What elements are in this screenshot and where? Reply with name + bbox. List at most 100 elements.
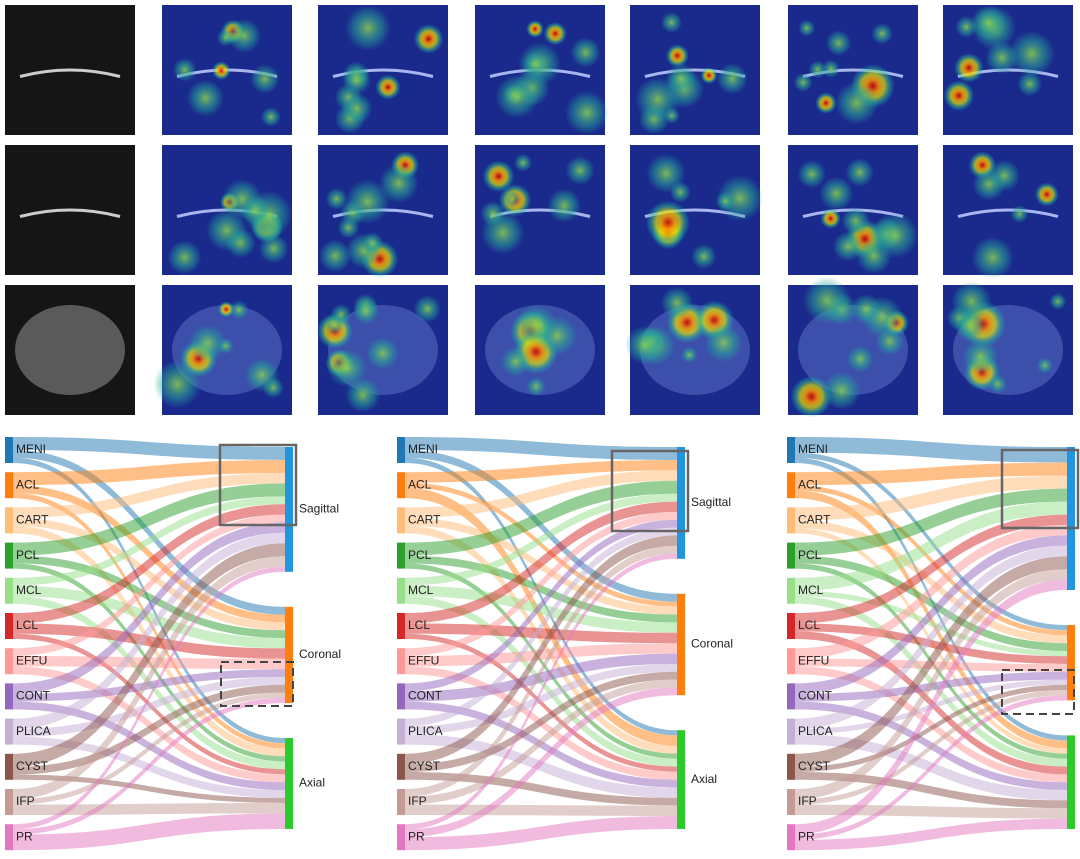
flow-link: [405, 457, 677, 736]
source-node: [787, 824, 795, 851]
source-label: CYST: [16, 759, 49, 773]
heat-blob: [715, 191, 735, 211]
source-node: [787, 789, 795, 815]
highlight-box: [220, 661, 294, 707]
flow-link: [405, 553, 677, 830]
heat-blob: [227, 18, 262, 53]
heat-blob: [943, 80, 975, 111]
flow-link: [795, 457, 1067, 741]
source-node: [787, 542, 795, 569]
image-panel: [162, 145, 293, 275]
source-label: IFP: [408, 794, 427, 808]
flow-link: [13, 473, 285, 518]
heat-blob: [318, 239, 352, 273]
source-label: ACL: [408, 477, 432, 491]
heat-blob: [716, 63, 748, 95]
heat-blob: [691, 244, 717, 269]
image-panel: [475, 5, 609, 135]
source-node: [5, 577, 13, 604]
source-label: LCL: [16, 618, 38, 632]
heat-blob: [665, 44, 689, 68]
flow-link: [13, 485, 285, 623]
image-panel: [317, 285, 448, 415]
target-label: Coronal: [299, 647, 341, 661]
heat-blob: [704, 323, 743, 363]
image-panel: [630, 145, 763, 275]
flow-link: [13, 566, 285, 830]
source-node: [5, 824, 13, 851]
heat-blob: [972, 167, 1006, 201]
flow-link: [795, 684, 1067, 772]
heat-blob: [700, 67, 718, 84]
source-label: EFFU: [16, 653, 47, 667]
flow-link: [13, 656, 285, 670]
target-label: Axial: [299, 776, 325, 790]
source-label: MENI: [408, 442, 438, 456]
heat-blob: [846, 345, 874, 373]
heat-blob: [172, 58, 197, 82]
heat-blob: [954, 309, 986, 341]
image-panel: [5, 5, 135, 135]
source-label: PR: [408, 829, 425, 843]
flow-link: [13, 677, 285, 737]
flow-link: [405, 525, 677, 754]
source-label: EFFU: [408, 653, 439, 667]
flow-link: [13, 555, 285, 638]
source-label: PCL: [16, 548, 40, 562]
source-node: [5, 648, 13, 675]
flow-link: [795, 690, 1067, 805]
flow-link: [405, 512, 677, 656]
image-panel: [475, 145, 605, 275]
heat-blob: [822, 371, 861, 410]
flow-link: [405, 555, 677, 623]
heat-blob: [835, 81, 879, 125]
heat-blob: [495, 74, 539, 119]
heat-blob: [547, 188, 582, 223]
flow-link: [13, 803, 285, 815]
heat-blob: [565, 90, 609, 135]
image-panel: [475, 285, 605, 415]
target-node: [1067, 735, 1075, 829]
source-label: PLICA: [16, 724, 51, 738]
heat-blob: [954, 53, 984, 83]
source-node: [787, 648, 795, 675]
flow-link: [13, 514, 285, 656]
heat-blob: [850, 293, 882, 325]
flow-link: [795, 555, 1067, 651]
flow-link: [795, 525, 1067, 659]
sankey: MENI ACL CART PCL MCL LCL EFFU CONT PLICA CYST IFP…: [787, 437, 1075, 851]
image-panel: [318, 145, 448, 278]
heat-blob: [570, 37, 601, 68]
source-label: CART: [408, 513, 441, 527]
source-node: [5, 542, 13, 569]
heat-blob: [635, 76, 680, 122]
flow-link: [405, 671, 677, 772]
flow-link: [13, 496, 285, 586]
heat-blob: [413, 24, 444, 54]
source-label: MCL: [408, 583, 434, 597]
flow-link: [795, 666, 1067, 783]
heat-blob: [361, 232, 384, 254]
source-label: PR: [798, 829, 815, 843]
flow-link: [405, 664, 677, 735]
flow-link: [13, 692, 285, 805]
flow-link: [13, 517, 285, 631]
heat-blob: [328, 348, 367, 388]
flow-link: [13, 483, 285, 556]
heat-blob: [480, 201, 506, 227]
image-panel: [5, 145, 135, 275]
flow-link: [405, 519, 677, 692]
flow-link: [405, 816, 677, 851]
flow-link: [405, 450, 677, 602]
source-label: PLICA: [798, 724, 833, 738]
source-label: CYST: [798, 759, 831, 773]
flow-link: [795, 623, 1067, 664]
source-label: PCL: [798, 548, 822, 562]
heat-blob: [841, 206, 870, 236]
flow-link: [13, 543, 285, 767]
source-label: ACL: [16, 477, 40, 491]
source-node: [787, 613, 795, 639]
source-label: MENI: [798, 442, 828, 456]
source-label: MCL: [798, 583, 824, 597]
heat-blob: [565, 156, 595, 185]
